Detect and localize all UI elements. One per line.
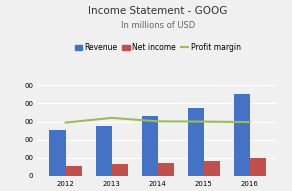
Bar: [204, 161, 220, 176]
Bar: [187, 108, 204, 176]
Bar: [66, 166, 82, 176]
Bar: [95, 126, 112, 176]
Bar: [49, 130, 66, 176]
Bar: [142, 116, 158, 176]
Bar: [158, 163, 174, 176]
Bar: [112, 164, 128, 176]
Legend: Revenue, Net income, Profit margin: Revenue, Net income, Profit margin: [72, 40, 244, 55]
Text: Income Statement - GOOG: Income Statement - GOOG: [88, 6, 227, 16]
Bar: [250, 158, 266, 176]
Bar: [234, 94, 250, 176]
Text: In millions of USD: In millions of USD: [121, 21, 195, 30]
